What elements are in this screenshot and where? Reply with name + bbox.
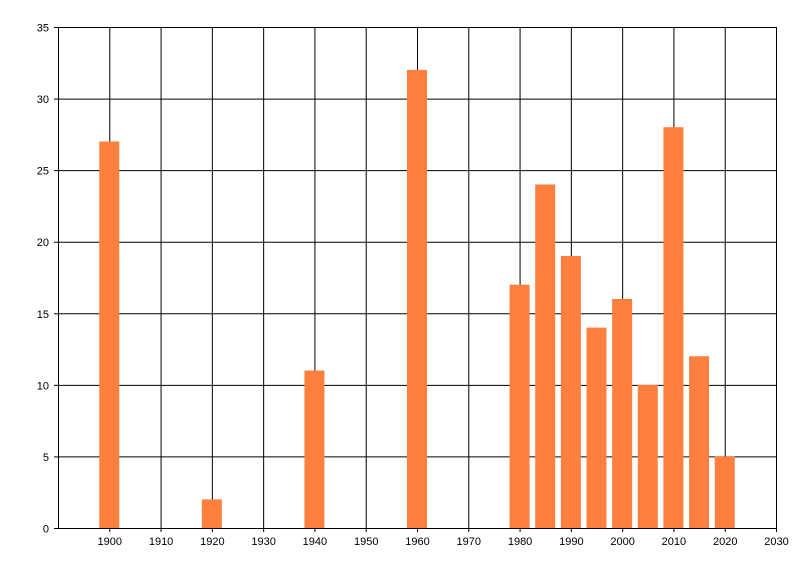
bar (612, 298, 633, 528)
y-tick-label: 15 (37, 309, 49, 321)
x-tick-label: 1970 (457, 536, 481, 548)
y-tick-label: 5 (43, 452, 49, 464)
y-tick-labels: 0 5 10 15 20 25 30 35 (37, 23, 49, 536)
bar (637, 384, 658, 528)
x-tick-label: 1910 (149, 536, 173, 548)
x-tick-labels: 1900 1910 1920 1930 1940 1950 1960 1970 1980 1990… (98, 536, 789, 548)
x-tick-label: 1960 (405, 536, 429, 548)
y-tick-label: 0 (43, 524, 49, 536)
y-tick-label: 20 (37, 237, 49, 249)
bar (663, 127, 684, 528)
x-tick-label: 1930 (251, 536, 275, 548)
x-tick-label: 2030 (764, 536, 788, 548)
bar (407, 69, 427, 528)
bar (586, 327, 607, 528)
x-tick-label: 1980 (508, 536, 532, 548)
x-tick-label: 1990 (559, 536, 583, 548)
y-tick-label: 10 (37, 380, 49, 392)
bar (201, 499, 222, 528)
y-tick-label: 30 (37, 94, 49, 106)
bar (509, 284, 530, 528)
x-tick-label: 1920 (200, 536, 224, 548)
x-tick-label: 2020 (713, 536, 737, 548)
x-tick-label: 2010 (662, 536, 686, 548)
x-tick-label: 1950 (354, 536, 378, 548)
bar (99, 141, 120, 528)
bar (304, 370, 325, 528)
bar (689, 356, 710, 528)
bar (714, 456, 735, 528)
bar (560, 256, 581, 528)
bars (99, 69, 735, 528)
axes (54, 27, 777, 532)
x-tick-label: 2000 (610, 536, 634, 548)
x-tick-label: 1940 (303, 536, 327, 548)
bar (535, 184, 556, 528)
y-tick-label: 25 (37, 166, 49, 178)
x-tick-label: 1900 (98, 536, 122, 548)
y-tick-label: 35 (37, 23, 49, 35)
